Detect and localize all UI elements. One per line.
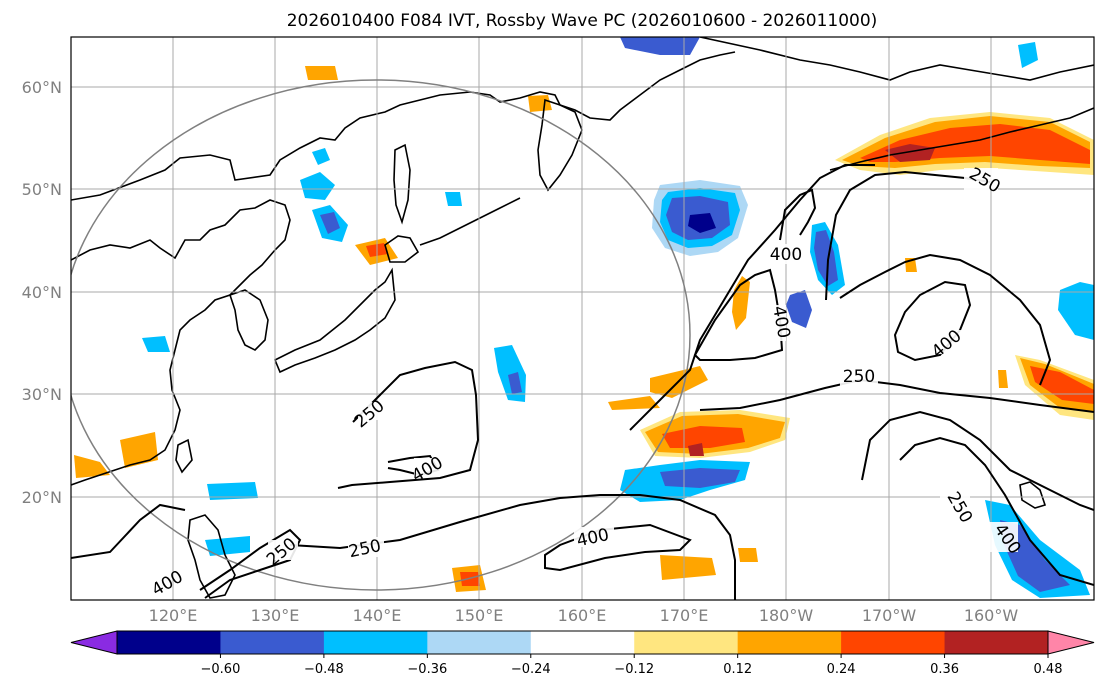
coast-alaska (699, 37, 1094, 171)
orange-patch-155w (998, 370, 1008, 388)
colorbar-tick-label: −0.60 (201, 662, 241, 677)
colorbar-swatch (737, 631, 842, 654)
figure-title: 2026010400 F084 IVT, Rossby Wave PC (202… (287, 11, 878, 31)
longitude-labels: 120°E 130°E 140°E 150°E 160°E 170°E 180°… (149, 606, 1019, 625)
orange-patch-china-coast-2 (74, 455, 110, 478)
lon-label: 170°E (660, 606, 709, 625)
contour-label: 400 (770, 245, 802, 265)
blue-patch-north-east (1018, 42, 1038, 68)
coast-sakhalin (393, 143, 411, 225)
colorbar-swatch (323, 631, 428, 654)
blue-patch-central-pacific-2 (786, 290, 812, 328)
colorbar-tick-label: −0.36 (407, 662, 447, 677)
coast-taiwan (175, 438, 193, 474)
contour-aleutian-400 (779, 188, 817, 241)
contour-label: 250 (843, 367, 875, 387)
red-patch-southcentral-red (662, 426, 745, 448)
lon-label: 150°E (455, 606, 504, 625)
colorbar-outline (116, 630, 1049, 655)
colorbar-swatch (634, 631, 739, 654)
map-frame (70, 36, 1095, 601)
colorbar-swatches (70, 630, 1095, 655)
colorbar-arrow-low (70, 630, 118, 655)
positive-anomaly-fields (74, 66, 1094, 592)
contour-labels: 250 400 400 400 250 250 250 400 400 250 … (148, 164, 1024, 600)
coastlines (71, 37, 1094, 599)
blue-patch-korea-west (142, 336, 170, 352)
orange-patch-midpacific-2 (608, 396, 660, 410)
orange-patch-kamchatka (528, 95, 552, 112)
contour-south-250 (71, 494, 736, 600)
blue-patch-central-pacific-core (814, 230, 838, 286)
colorbar-swatch (427, 631, 532, 654)
coast-japan-honshu (273, 267, 396, 374)
lon-label: 130°E (251, 606, 300, 625)
coast-kamchatka (537, 98, 583, 192)
contour-midpacific-250 (629, 164, 1094, 431)
blue-patch-aleutian-west-dark (688, 213, 716, 233)
orange-patch-china-coast (120, 432, 158, 468)
lon-label: 180°W (759, 606, 814, 625)
coast-korea (228, 289, 269, 351)
blue-patch-luzon (205, 536, 250, 556)
lat-label: 40°N (22, 283, 62, 302)
colorbar-ticks: −0.60 −0.48 −0.36 −0.24 −0.12 0.12 0.24 0.36 0.4… (201, 654, 1063, 677)
coast-hawaii (1019, 481, 1047, 509)
contour-se-400 (899, 436, 1094, 586)
contour-se-250 (861, 410, 1094, 511)
orange-patch-okhotsk (305, 66, 338, 80)
blue-patch-japan-sea-core (320, 212, 340, 234)
lon-label: 140°E (353, 606, 402, 625)
latitude-labels: 20°N 30°N 40°N 50°N 60°N (22, 78, 62, 507)
blue-patch-okhotsk (300, 172, 335, 200)
coast-japan-hokkaido (384, 235, 420, 263)
lat-label: 20°N (22, 488, 62, 507)
colorbar-tick-label: 0.48 (1034, 662, 1063, 677)
colorbar-swatch (841, 631, 946, 654)
contour-central-250 (337, 360, 480, 489)
colorbar-tick-label: 0.24 (827, 662, 856, 677)
coast-asia-mainland (71, 51, 736, 486)
lon-label: 120°E (149, 606, 198, 625)
colorbar-swatch (944, 631, 1049, 654)
lat-label: 30°N (22, 385, 62, 404)
red-patch-southcentral-dark (688, 443, 704, 456)
orange-patch-south-2 (660, 555, 716, 580)
orange-patch-hawaii-north (738, 548, 758, 562)
colorbar-tick-label: 0.36 (930, 662, 959, 677)
colorbar-tick-label: 0.12 (723, 662, 752, 677)
colorbar-swatch (220, 631, 325, 654)
lon-label: 170°W (862, 606, 917, 625)
contour-east-400 (893, 280, 972, 362)
contour-east-250 (825, 170, 1052, 386)
coast-philippines (187, 514, 236, 599)
colorbar-swatch (117, 631, 221, 654)
blue-patch-okhotsk-2 (312, 148, 330, 165)
region-circle (71, 79, 691, 591)
blue-patch-south-core (660, 468, 740, 488)
lat-label: 60°N (22, 78, 62, 97)
blue-patch-kamchatka-sea (445, 192, 462, 206)
lon-label: 160°E (558, 606, 607, 625)
graticule (71, 37, 1094, 600)
lon-label: 160°W (964, 606, 1019, 625)
red-patch-aleutian-dark (885, 144, 935, 162)
blue-patch-north (620, 37, 700, 55)
colorbar-arrow-high (1047, 630, 1095, 655)
colorbar-tick-label: −0.48 (304, 662, 344, 677)
blue-patch-east-edge (1058, 282, 1094, 340)
lat-label: 50°N (22, 180, 62, 199)
colorbar-tick-label: −0.12 (614, 662, 654, 677)
colorbar-swatch (530, 631, 635, 654)
colorbar-tick-label: −0.24 (511, 662, 551, 677)
blue-patch-philippine (207, 482, 258, 500)
coast-kuril-islands (419, 197, 521, 246)
map-panel: 250 400 400 400 250 250 250 400 400 250 … (71, 37, 1094, 600)
blue-patch-pacific-small-core (508, 372, 522, 394)
colorbar: −0.60 −0.48 −0.36 −0.24 −0.12 0.12 0.24 0.36 0.4… (70, 630, 1095, 677)
